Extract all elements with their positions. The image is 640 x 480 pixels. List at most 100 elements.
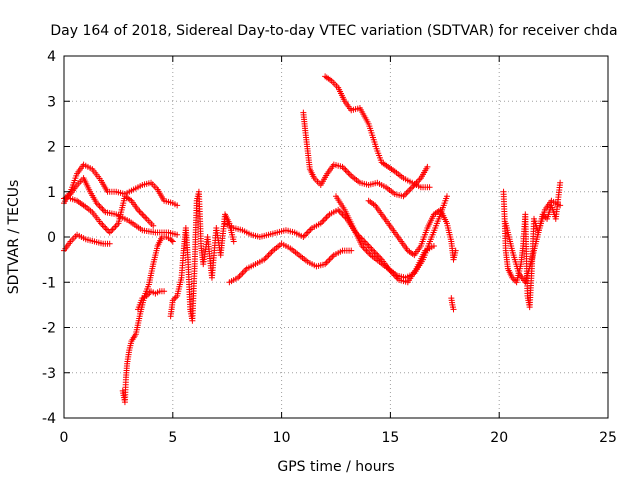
data-point-run xyxy=(122,376,129,403)
data-point-run xyxy=(384,185,397,196)
data-point-run xyxy=(362,240,375,253)
data-point-run xyxy=(142,283,151,297)
data-point-run xyxy=(386,267,399,278)
data-point-run xyxy=(444,222,454,243)
series-track-e xyxy=(119,234,176,406)
data-point xyxy=(426,184,433,191)
data-point-run xyxy=(536,209,548,234)
data-point-run xyxy=(276,227,287,235)
data-point-run xyxy=(553,182,563,220)
data-point-run xyxy=(510,276,519,284)
data-point-run xyxy=(69,196,78,204)
data-point xyxy=(150,222,157,229)
data-point-run xyxy=(541,212,549,221)
data-point-run xyxy=(163,198,174,206)
data-point-run xyxy=(108,221,120,234)
y-axis-label: SDTVAR / TECUs xyxy=(6,180,22,295)
series-track-d xyxy=(67,193,157,236)
data-point xyxy=(443,193,450,200)
data-point-run xyxy=(262,249,275,262)
data-point-run xyxy=(167,230,178,238)
data-point-run xyxy=(301,226,314,239)
data-point-run xyxy=(171,294,179,302)
data-point-run xyxy=(402,176,413,185)
data-point-run xyxy=(375,150,384,164)
y-tick-label: -2 xyxy=(42,321,56,337)
data-point xyxy=(424,163,431,170)
data-point-run xyxy=(123,194,133,203)
data-point-run xyxy=(420,236,434,261)
data-point-run xyxy=(371,249,384,262)
data-point-run xyxy=(245,262,257,271)
data-point xyxy=(557,179,564,186)
data-point-run xyxy=(62,240,73,252)
data-point-run xyxy=(370,136,380,152)
data-point-run xyxy=(342,208,356,229)
data-point-run xyxy=(267,230,279,238)
data-point xyxy=(174,231,181,238)
data-point-run xyxy=(505,267,515,279)
data-point-run xyxy=(250,232,261,240)
series-track-l xyxy=(333,193,450,281)
y-tick-label: -4 xyxy=(42,411,56,427)
data-point-run xyxy=(90,168,103,182)
data-point-run xyxy=(224,221,235,230)
data-point xyxy=(106,240,113,247)
data-point-run xyxy=(300,111,309,134)
series-track-c xyxy=(61,231,113,254)
data-point-run xyxy=(367,180,379,188)
data-point-run xyxy=(289,246,301,257)
data-point-run xyxy=(500,191,508,220)
data-point-run xyxy=(412,258,425,275)
data-point-run xyxy=(76,232,87,242)
data-point-run xyxy=(236,267,249,280)
data-point-run xyxy=(550,198,561,208)
data-point-run xyxy=(312,176,323,187)
data-point-run xyxy=(393,191,405,199)
data-point-run xyxy=(95,201,107,214)
data-point-run xyxy=(68,172,80,193)
data-point-run xyxy=(149,181,159,191)
data-point-run xyxy=(304,150,313,170)
data-point-run xyxy=(522,258,535,283)
data-point-run xyxy=(503,222,515,252)
data-point-run xyxy=(145,289,153,298)
data-point xyxy=(230,238,237,245)
data-point-run xyxy=(196,191,204,247)
data-point xyxy=(557,202,564,209)
data-point-run xyxy=(155,188,167,202)
series-track-g xyxy=(167,188,237,324)
axis-ticks xyxy=(63,55,609,419)
data-point-run xyxy=(393,231,403,243)
y-tick-label: 4 xyxy=(47,49,56,65)
data-point-run xyxy=(336,86,347,103)
chart-title: Day 164 of 2018, Sidereal Day-to-day VTE… xyxy=(50,23,617,39)
data-point-run xyxy=(145,217,155,227)
series-track-k xyxy=(322,73,433,191)
data-point-run xyxy=(155,235,165,248)
data-point-run xyxy=(306,260,318,269)
data-point-run xyxy=(420,184,431,191)
data-point-run xyxy=(376,180,387,190)
data-point-run xyxy=(369,253,381,264)
series-track-m xyxy=(365,197,459,263)
series-track-f xyxy=(134,288,168,313)
data-point-run xyxy=(340,165,353,178)
x-axis-label: GPS time / hours xyxy=(277,459,394,475)
data-point-run xyxy=(297,253,309,264)
data-point-run xyxy=(432,207,442,217)
data-point-run xyxy=(360,244,373,257)
data-point-run xyxy=(124,187,135,196)
data-point-run xyxy=(429,213,443,238)
data-point xyxy=(161,288,168,295)
data-point-run xyxy=(323,253,336,266)
data-points xyxy=(61,73,564,406)
data-point-run xyxy=(129,199,140,212)
data-point-run xyxy=(82,162,94,171)
data-point-run xyxy=(141,227,157,236)
data-point-run xyxy=(341,247,353,254)
data-point xyxy=(348,247,355,254)
data-point-run xyxy=(90,210,103,225)
data-point-run xyxy=(307,167,317,180)
